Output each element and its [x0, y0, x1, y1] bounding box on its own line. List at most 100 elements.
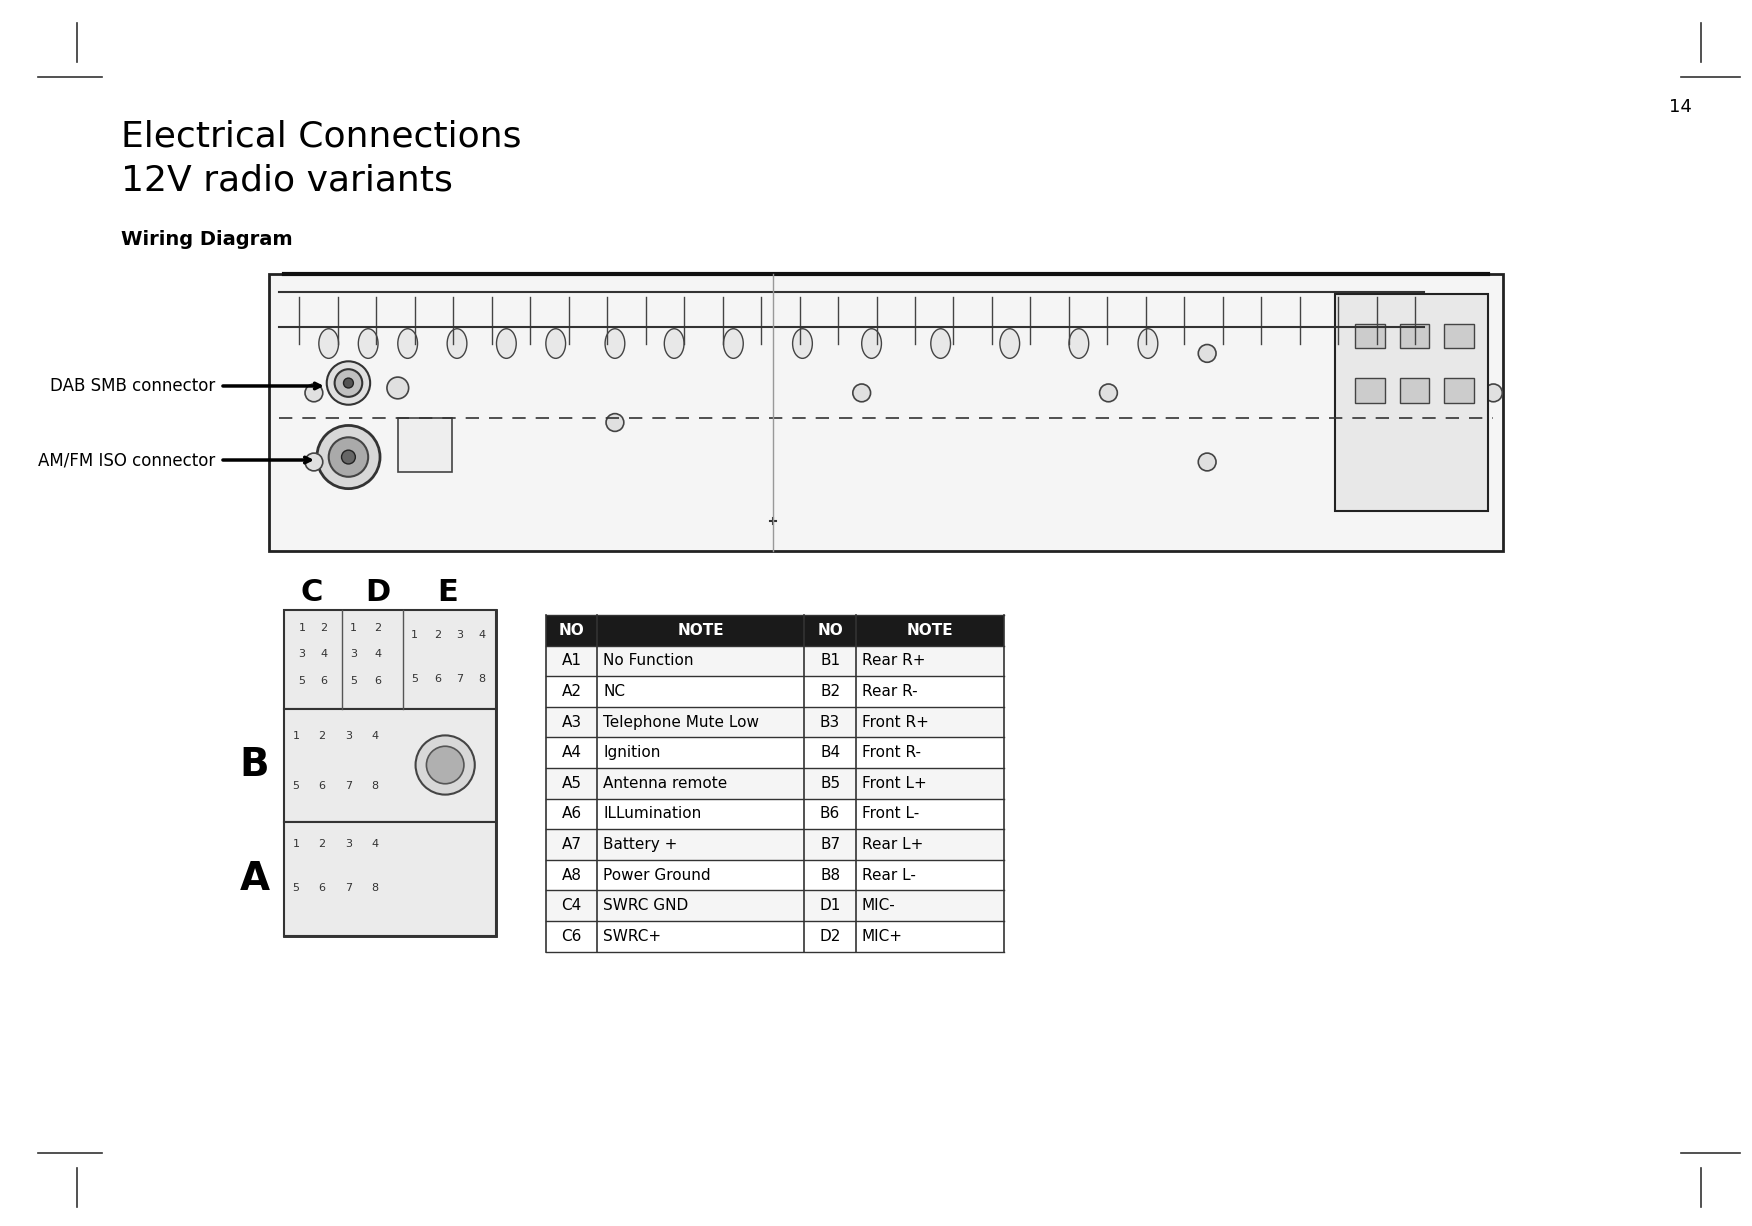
Text: A8: A8: [561, 868, 582, 883]
Text: 3: 3: [298, 650, 305, 660]
Bar: [284, 611, 496, 935]
Text: 6: 6: [319, 781, 326, 791]
Text: Front R+: Front R+: [862, 715, 929, 729]
Circle shape: [317, 425, 380, 489]
Circle shape: [426, 747, 464, 783]
Circle shape: [305, 454, 322, 471]
Ellipse shape: [1000, 329, 1020, 358]
Text: 2: 2: [321, 623, 328, 633]
Bar: [547, 706, 1004, 737]
Text: A2: A2: [561, 684, 582, 699]
Text: B5: B5: [820, 776, 841, 791]
Text: 4: 4: [375, 650, 382, 660]
Bar: [547, 798, 1004, 829]
Text: 4: 4: [321, 650, 328, 660]
Text: A: A: [240, 859, 270, 897]
Text: 1: 1: [293, 839, 300, 848]
Text: Ignition: Ignition: [603, 745, 661, 760]
Text: Rear L+: Rear L+: [862, 837, 923, 852]
Text: 1: 1: [293, 732, 300, 742]
Circle shape: [326, 362, 370, 405]
Circle shape: [329, 438, 368, 477]
Text: 3: 3: [345, 839, 352, 848]
Bar: [547, 890, 1004, 921]
Text: 12V radio variants: 12V radio variants: [121, 164, 454, 197]
Text: 6: 6: [321, 676, 328, 687]
Bar: [1356, 378, 1384, 403]
Text: Rear L-: Rear L-: [862, 868, 916, 883]
Text: NC: NC: [603, 684, 625, 699]
Text: NO: NO: [816, 623, 843, 638]
Text: A6: A6: [561, 807, 582, 821]
Text: SWRC GND: SWRC GND: [603, 899, 689, 913]
Text: 2: 2: [375, 623, 382, 633]
Circle shape: [1100, 384, 1118, 402]
Text: 7: 7: [345, 884, 352, 894]
Text: B1: B1: [820, 653, 841, 668]
Ellipse shape: [1139, 329, 1158, 358]
Text: 1: 1: [298, 623, 305, 633]
Text: No Function: No Function: [603, 653, 694, 668]
Text: 5: 5: [293, 884, 300, 894]
Bar: [1356, 324, 1384, 348]
Text: A1: A1: [561, 653, 582, 668]
Circle shape: [387, 378, 408, 398]
Text: C: C: [301, 577, 322, 607]
Text: 3: 3: [457, 630, 464, 640]
Text: Telephone Mute Low: Telephone Mute Low: [603, 715, 759, 729]
Text: B8: B8: [820, 868, 841, 883]
Text: B2: B2: [820, 684, 841, 699]
Text: 2: 2: [434, 630, 442, 640]
Text: C6: C6: [561, 929, 582, 944]
Bar: [1444, 378, 1473, 403]
Bar: [547, 615, 1004, 646]
Bar: [1444, 324, 1473, 348]
Bar: [1400, 324, 1430, 348]
Ellipse shape: [319, 329, 338, 358]
Text: A5: A5: [561, 776, 582, 791]
Circle shape: [1484, 384, 1501, 402]
Text: 2: 2: [319, 839, 326, 848]
Text: 3: 3: [350, 650, 357, 660]
Text: Wiring Diagram: Wiring Diagram: [121, 230, 293, 249]
Bar: [547, 677, 1004, 706]
Text: 2: 2: [319, 732, 326, 742]
Text: A7: A7: [561, 837, 582, 852]
Text: 4: 4: [371, 839, 378, 848]
Text: A4: A4: [561, 745, 582, 760]
Text: B: B: [240, 747, 270, 785]
Ellipse shape: [862, 329, 881, 358]
Bar: [1400, 378, 1430, 403]
Circle shape: [415, 736, 475, 794]
Text: 6: 6: [319, 884, 326, 894]
Ellipse shape: [930, 329, 951, 358]
Bar: [547, 859, 1004, 890]
Bar: [398, 418, 452, 472]
Ellipse shape: [664, 329, 683, 358]
Bar: [284, 823, 496, 935]
Bar: [284, 709, 496, 823]
Text: E: E: [436, 577, 457, 607]
Text: Electrical Connections: Electrical Connections: [121, 119, 522, 153]
Text: D: D: [366, 577, 391, 607]
Text: 4: 4: [371, 732, 378, 742]
Text: NOTE: NOTE: [678, 623, 724, 638]
Bar: [1335, 294, 1489, 511]
Ellipse shape: [604, 329, 625, 358]
Text: B4: B4: [820, 745, 841, 760]
Text: D2: D2: [820, 929, 841, 944]
Bar: [547, 737, 1004, 767]
Text: 5: 5: [412, 674, 419, 684]
Circle shape: [342, 450, 356, 463]
Bar: [284, 611, 496, 709]
Ellipse shape: [398, 329, 417, 358]
Text: B6: B6: [820, 807, 841, 821]
Text: B3: B3: [820, 715, 841, 729]
Text: ILLumination: ILLumination: [603, 807, 701, 821]
Text: SWRC+: SWRC+: [603, 929, 661, 944]
Text: 6: 6: [434, 674, 442, 684]
Ellipse shape: [724, 329, 743, 358]
Text: MIC-: MIC-: [862, 899, 895, 913]
Text: Front L+: Front L+: [862, 776, 927, 791]
Text: D1: D1: [820, 899, 841, 913]
